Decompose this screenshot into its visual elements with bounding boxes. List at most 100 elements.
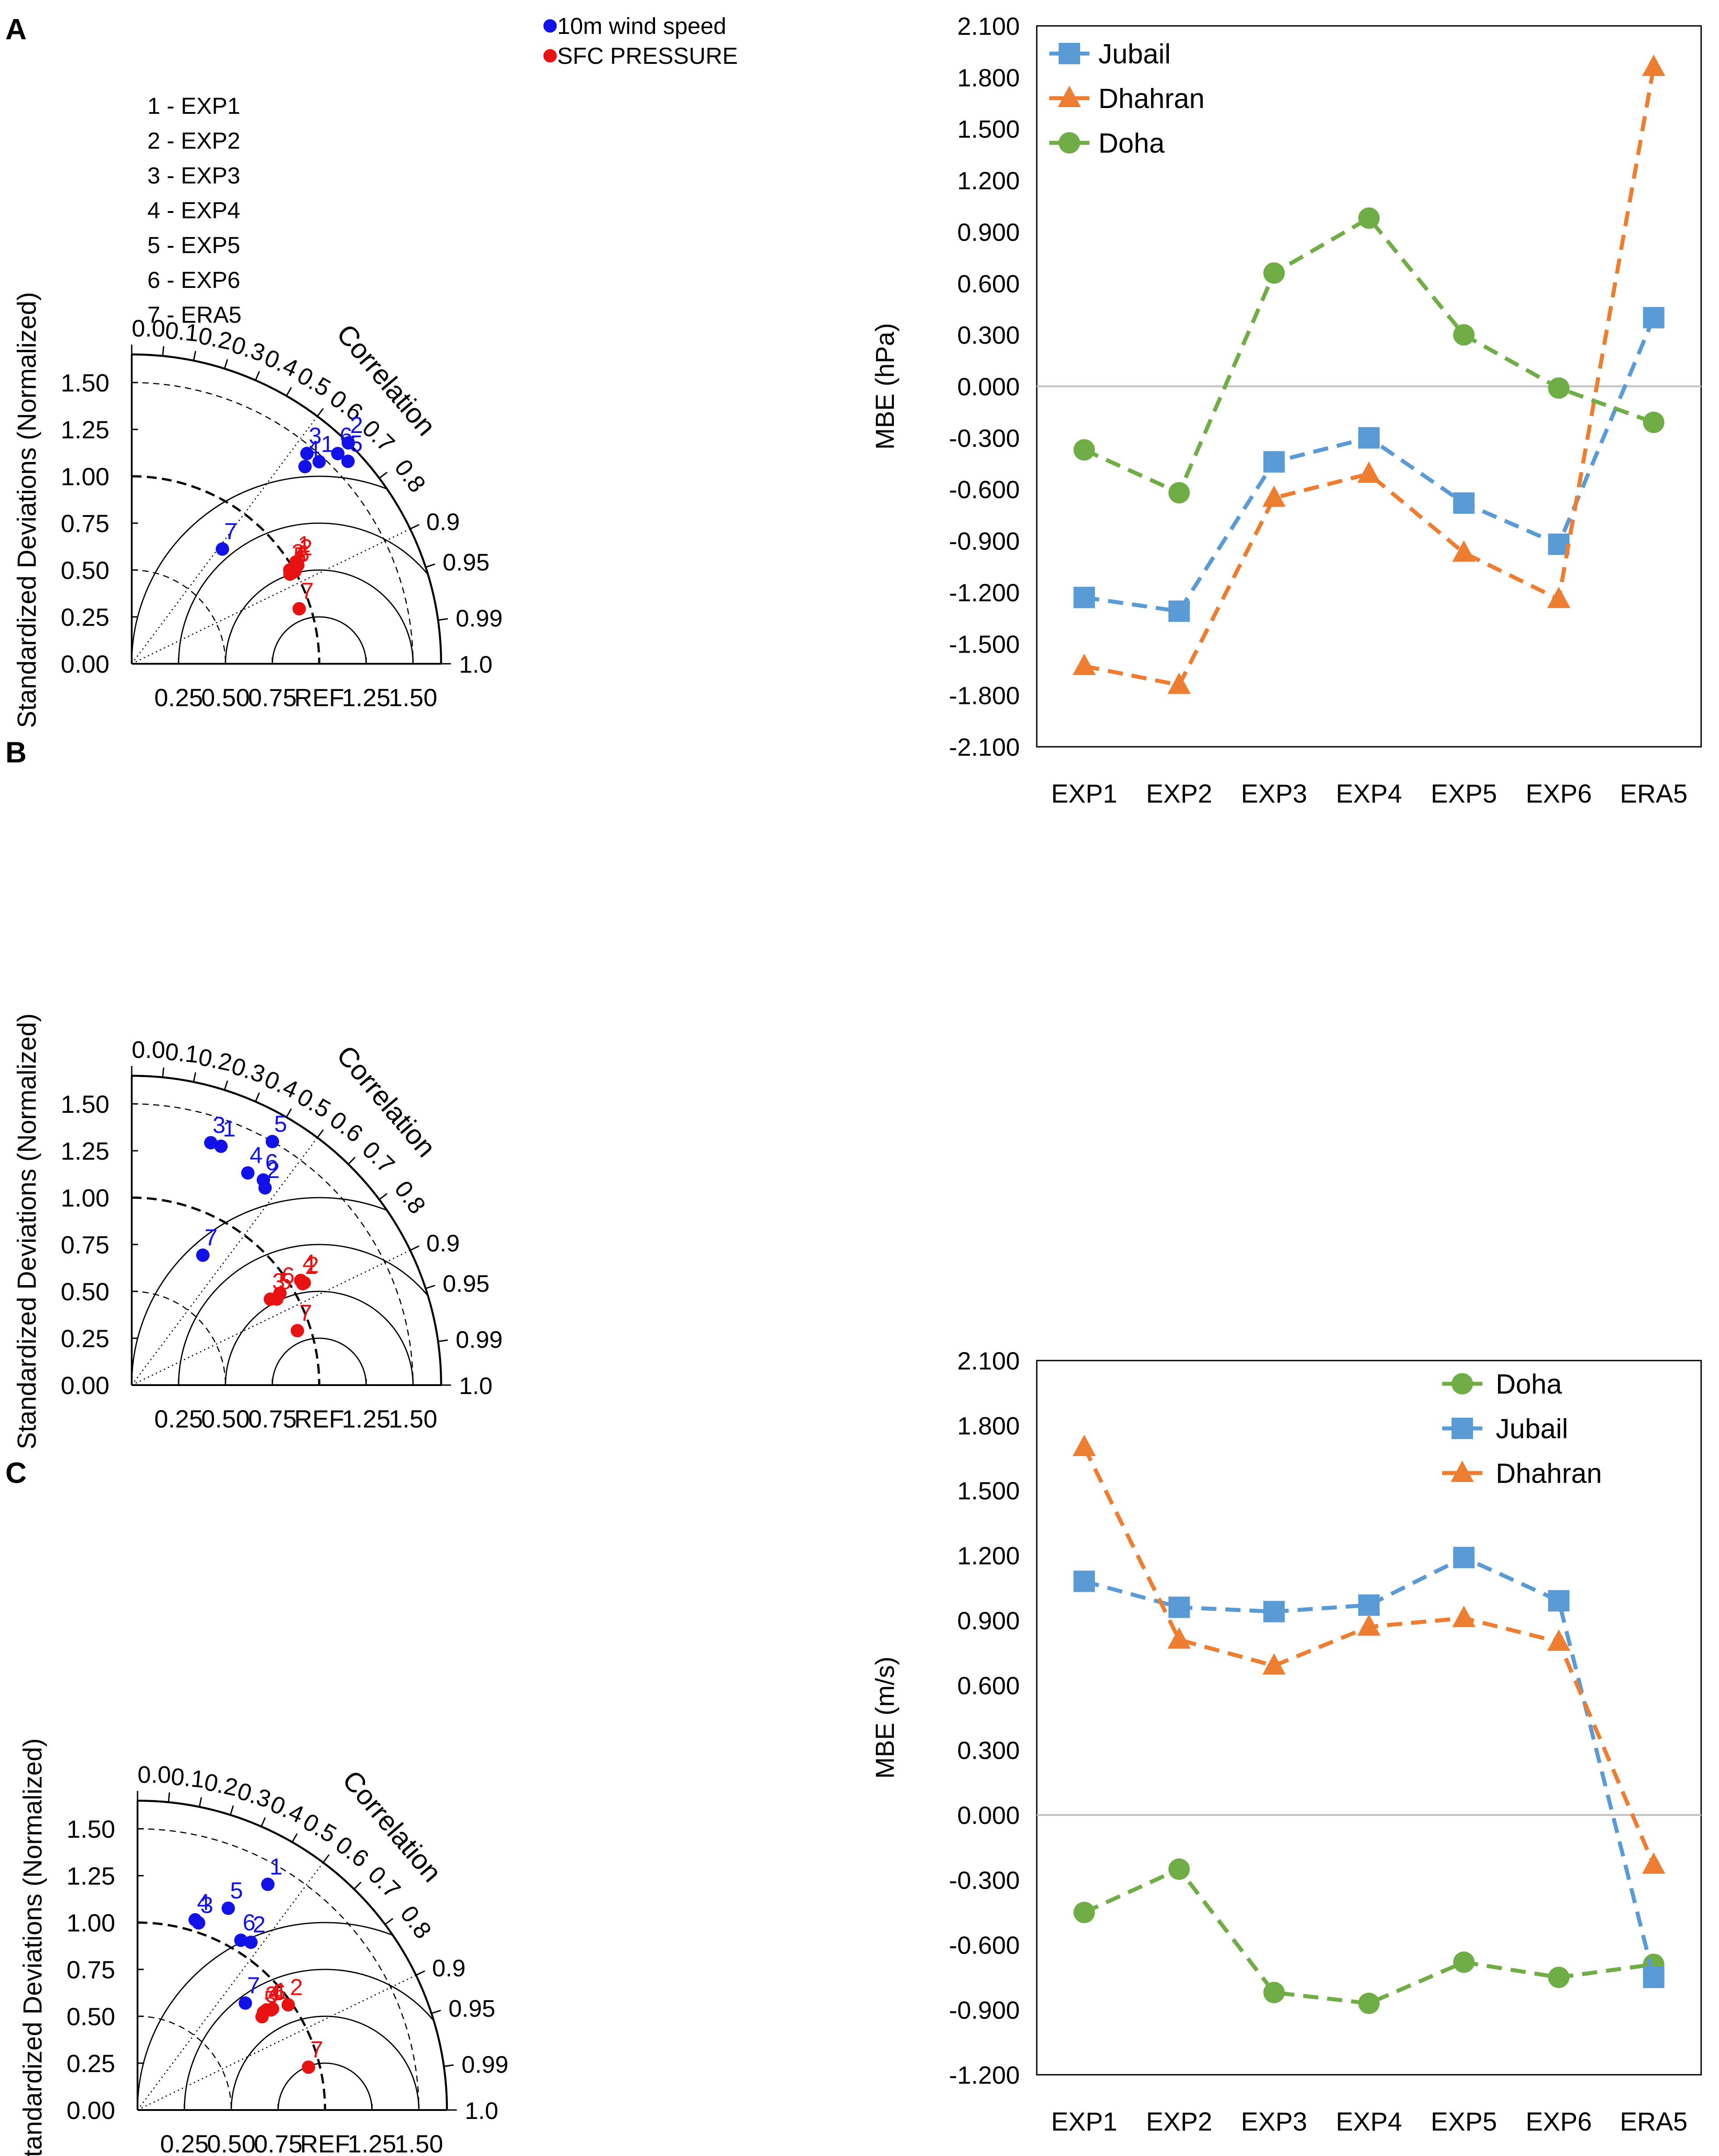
legend-marker xyxy=(1452,1418,1473,1439)
x-tick-label: REF xyxy=(300,2130,350,2156)
y-axis-title: Standardized Deviations (Normalized) xyxy=(13,292,42,728)
jubail-point-EXP3 xyxy=(1263,1601,1285,1623)
point-label: 4 xyxy=(307,436,320,462)
y-tick-label: 1.00 xyxy=(61,462,109,491)
doha-point-EXP2 xyxy=(1168,1858,1190,1880)
corr-tick-label: 0.99 xyxy=(456,605,503,632)
sd-arc-0.5 xyxy=(131,1290,226,1386)
point-label: 3 xyxy=(309,423,321,449)
y-tick-label: 1.200 xyxy=(957,166,1020,195)
corr-tick xyxy=(438,1339,448,1342)
corr-tick xyxy=(292,1833,298,1843)
corr-tick-label: 0.99 xyxy=(462,2052,509,2078)
x-tick-label: EXP1 xyxy=(1051,779,1117,808)
corr-tick-label: 0.9 xyxy=(426,1230,460,1257)
corr-tick-label: 0.3 xyxy=(228,1053,268,1088)
point-label: 6 xyxy=(282,1263,295,1289)
wind-point-6 xyxy=(256,1173,270,1187)
x-tick-label: EXP6 xyxy=(1526,2107,1592,2136)
x-tick-label: 0.75 xyxy=(248,683,297,712)
x-tick-label: ERA5 xyxy=(1620,2107,1688,2136)
corr-tick xyxy=(431,2010,441,2014)
legend-wind-marker xyxy=(543,19,557,33)
corr-tick-label: 0.4 xyxy=(260,1066,302,1103)
point-label: 2 xyxy=(253,1912,266,1938)
corr-tick-label: 0.0 xyxy=(132,315,165,342)
corr-ray-0.9 xyxy=(131,1249,411,1386)
doha-point-ERA5 xyxy=(1643,412,1665,433)
point-label: 7 xyxy=(204,1225,217,1251)
corr-tick xyxy=(167,1792,170,1802)
point-label: 2 xyxy=(350,412,363,438)
corr-tick xyxy=(379,471,388,479)
legend-marker xyxy=(1452,1373,1473,1394)
doha-point-EXP1 xyxy=(1073,439,1095,461)
y-tick-label: -1.500 xyxy=(949,630,1020,658)
pressure-point-7 xyxy=(301,2060,315,2074)
legend-marker xyxy=(1059,132,1080,154)
point-label: 3 xyxy=(292,540,305,566)
y-tick-label: 1.800 xyxy=(957,1411,1020,1440)
y-tick-label: 0.00 xyxy=(61,1371,109,1399)
sd-arc-0.5 xyxy=(137,2015,232,2110)
legend-wind-label: 10m wind speed xyxy=(557,13,726,39)
corr-tick-label: 0.7 xyxy=(363,1861,406,1903)
taylor-panel-A: A0.000.250.500.751.001.251.500.250.500.7… xyxy=(5,12,738,728)
x-tick-label: 0.50 xyxy=(201,1405,250,1433)
jubail-point-EXP4 xyxy=(1358,1594,1380,1616)
y-tick-label: -0.300 xyxy=(949,424,1020,452)
doha-point-EXP4 xyxy=(1358,1993,1380,2014)
pressure-point-4 xyxy=(294,1274,308,1287)
dhahran-line xyxy=(1082,1446,1656,1866)
corr-tick-label: 0.95 xyxy=(448,1995,495,2022)
point-label: 2 xyxy=(300,535,313,561)
y-tick-label: 0.600 xyxy=(957,1671,1020,1699)
y-tick-label: 0.00 xyxy=(61,650,109,678)
point-label: 1 xyxy=(270,1854,283,1880)
y-tick-label: 0.600 xyxy=(957,270,1020,298)
jubail-point-EXP1 xyxy=(1073,587,1095,608)
x-tick-label: ERA5 xyxy=(1620,779,1688,808)
y-tick-label: 1.25 xyxy=(67,1862,115,1890)
sd-arc-0.5 xyxy=(131,569,226,664)
corr-tick xyxy=(438,618,448,621)
dhahran-point-EXP6 xyxy=(1547,1629,1571,1651)
dhahran-point-ERA5 xyxy=(1642,1852,1665,1874)
wind-point-7 xyxy=(238,1996,252,2010)
panel-label: B xyxy=(5,736,27,769)
y-tick-label: 1.200 xyxy=(957,1541,1020,1569)
point-label: 3 xyxy=(200,1893,213,1919)
corr-tick xyxy=(255,1092,260,1102)
mbe-chart-1: -2.100 -1.800 -1.500 -1.200 -0.900 -0.600 -0.3… xyxy=(871,12,1702,808)
corr-tick-label: 0.5 xyxy=(293,1083,335,1124)
plot-frame xyxy=(1036,1360,1702,2076)
corr-tick xyxy=(229,1805,234,1815)
y-tick-label: 0.25 xyxy=(67,2049,115,2077)
y-axis-title: Standardized Deviations (Normalized) xyxy=(13,1013,42,1449)
corr-tick xyxy=(260,1817,266,1827)
y-tick-label: -1.800 xyxy=(949,682,1020,710)
point-label: 7 xyxy=(247,1973,260,1998)
corr-tick-label: 0.2 xyxy=(196,322,234,355)
legend-label: Doha xyxy=(1496,1369,1562,1400)
dhahran-point-EXP4 xyxy=(1357,1614,1381,1636)
pressure-point-6 xyxy=(273,1286,287,1300)
model-list-item: 3 - EXP3 xyxy=(147,163,240,189)
ref-arc xyxy=(131,1196,321,1386)
ref-arc xyxy=(131,475,321,664)
panel-label: C xyxy=(5,1456,27,1489)
x-tick-label: 1.50 xyxy=(389,1405,438,1433)
legend-marker xyxy=(1451,1461,1474,1482)
pressure-point-2 xyxy=(281,1998,295,2012)
y-tick-label: 1.00 xyxy=(61,1184,109,1212)
taylor-legend: 10m wind speed SFC PRESSURE 1 - EXP1 2 - EX… xyxy=(147,13,738,328)
doha-point-EXP3 xyxy=(1263,1981,1285,2003)
corr-tick xyxy=(410,1245,420,1251)
x-tick-label: EXP3 xyxy=(1241,2107,1307,2136)
dhahran-point-EXP1 xyxy=(1072,1434,1096,1456)
rmsd-arcs xyxy=(138,1922,447,2110)
outer-arc xyxy=(131,1074,442,1386)
corr-tick xyxy=(193,1072,196,1082)
rmsd-arcs xyxy=(132,475,441,664)
wind-point-4 xyxy=(298,460,312,474)
